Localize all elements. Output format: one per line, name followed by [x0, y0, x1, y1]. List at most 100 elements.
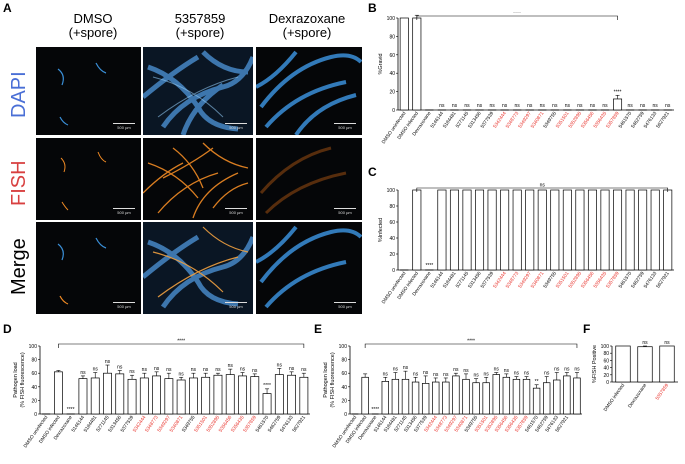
bracket-significance-label: **** — [467, 339, 475, 345]
y-tick-label: 0 — [606, 380, 609, 386]
bar — [411, 381, 420, 415]
y-tick-label: 60 — [31, 371, 37, 377]
row-label-merge: Merge — [8, 238, 30, 296]
bar — [201, 376, 211, 415]
bar — [90, 377, 100, 415]
y-tick-label: 0 — [392, 108, 395, 114]
bar — [103, 372, 112, 415]
significance-label: ns — [463, 368, 469, 374]
y-axis-label: (% FISH fluorescence) — [20, 352, 26, 407]
y-tick-label: 80 — [389, 204, 395, 210]
column-title-dexrazoxane: Dexrazoxane (+spore) — [268, 11, 346, 40]
bar — [525, 189, 535, 271]
bar — [412, 17, 422, 111]
significance-label: ns — [527, 103, 533, 109]
bar — [421, 383, 430, 415]
significance-label: ns — [494, 367, 500, 373]
significance-label: ns — [105, 359, 111, 365]
y-axis-label: Pathogen load — [323, 362, 329, 397]
significance-label: ns — [277, 362, 283, 368]
bar — [512, 378, 521, 415]
y-tick-label: 100 — [29, 344, 38, 350]
y-tick-label: 20 — [341, 398, 347, 404]
y-tick-label: 60 — [603, 358, 609, 364]
bar — [437, 189, 447, 271]
micrograph-fish-dmso: 500 µm — [36, 138, 141, 220]
significance-label: ns — [154, 366, 160, 372]
bracket-significance-label: **** — [513, 12, 521, 17]
chart-pathogen-load-d: 0 20 40 60 80 100 Pathogen load (% FISH fluores… — [13, 339, 310, 449]
y-axis-label: %Gravid — [378, 53, 384, 74]
bar — [399, 17, 409, 111]
bar — [213, 374, 223, 415]
bar — [487, 189, 497, 271]
bar — [401, 378, 410, 415]
bar — [532, 387, 541, 415]
significance-label: ns — [252, 368, 258, 374]
y-tick-label: 100 — [601, 344, 610, 350]
significance-label: ns — [504, 368, 510, 374]
y-axis-label: Pathogen load — [13, 362, 19, 397]
significance-label: ns — [554, 367, 560, 373]
significance-label: **** — [413, 12, 421, 15]
bar — [449, 189, 459, 271]
scale-bar: 500 µm — [113, 208, 135, 215]
category-label: Dexrazoxane — [627, 382, 648, 409]
y-axis-label: (% FISH fluorescence) — [330, 352, 336, 407]
y-tick-label: 20 — [389, 252, 395, 258]
bar — [575, 189, 585, 271]
bar — [482, 382, 490, 415]
bar — [625, 189, 635, 271]
panel-d-label: D — [3, 322, 12, 336]
bar — [274, 374, 284, 415]
scale-bar: 500 µm — [113, 123, 135, 130]
significance-label: ns — [484, 371, 490, 377]
bar — [475, 189, 485, 271]
significance-label: ns — [515, 103, 521, 109]
comparison-bracket — [416, 187, 669, 192]
bar — [78, 378, 88, 415]
bar — [550, 189, 560, 271]
significance-label: ns — [464, 103, 470, 109]
y-tick-label: 100 — [387, 16, 396, 22]
y-tick-label: 40 — [31, 385, 37, 391]
y-tick-label: 60 — [389, 53, 395, 59]
y-tick-label: 20 — [31, 398, 37, 404]
bar — [563, 375, 571, 415]
significance-label: ns — [178, 371, 184, 377]
category-label: 5627921 — [655, 270, 671, 289]
significance-label: ns — [502, 103, 508, 109]
micrograph-fish-dexrazoxane: 500 µm — [256, 138, 362, 220]
bar — [573, 377, 581, 415]
category-label: 5627921 — [655, 110, 671, 129]
scale-bar: 500 µm — [225, 302, 247, 309]
bar — [442, 381, 450, 415]
significance-label: ns — [228, 363, 234, 369]
bar — [164, 378, 174, 415]
bar — [615, 345, 631, 383]
micrograph-dapi-dmso: 500 µm — [36, 47, 141, 135]
bar — [512, 189, 522, 271]
significance-label: ns — [473, 373, 479, 379]
bar — [176, 379, 186, 415]
scale-bar: 500 µm — [225, 208, 247, 215]
significance-label: ns — [577, 103, 583, 109]
significance-label: ns — [191, 367, 197, 373]
category-label: DMSO infected — [603, 382, 627, 412]
significance-label: ns — [403, 365, 409, 371]
significance-label: ns — [452, 103, 458, 109]
comparison-bracket — [416, 15, 618, 20]
y-tick-label: 40 — [603, 366, 609, 372]
significance-label: ns — [477, 103, 483, 109]
y-tick-label: 60 — [341, 371, 347, 377]
significance-label: ns — [640, 103, 646, 109]
bar — [500, 189, 510, 271]
y-tick-label: 100 — [387, 188, 396, 194]
significance-label: ns — [289, 366, 295, 372]
significance-label: ns — [129, 369, 135, 375]
bar — [659, 345, 675, 383]
bar — [412, 189, 422, 271]
significance-label: ns — [453, 367, 459, 373]
micrograph-merge-dmso: 500 µm — [36, 222, 141, 314]
